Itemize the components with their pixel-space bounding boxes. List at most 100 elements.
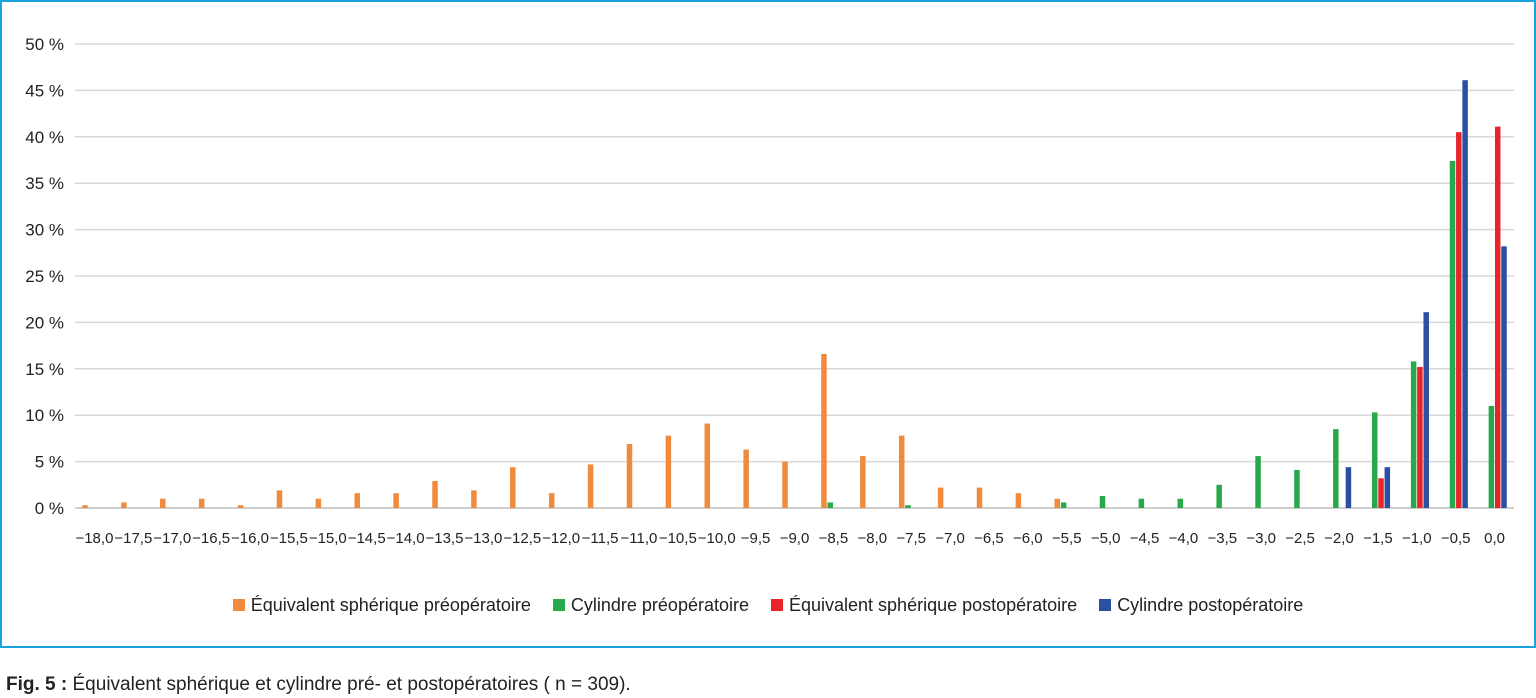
x-tick-label: −3,5 [1207,530,1237,547]
bar [937,487,944,508]
bar [898,435,905,508]
legend-label: Cylindre postopératoire [1117,594,1304,615]
x-tick-label: −8,5 [819,530,849,547]
x-tick-label: −5,0 [1091,530,1121,547]
caption-text: Équivalent sphérique et cylindre pré- et… [67,674,631,695]
caption-label: Fig. 5 : [6,674,68,695]
x-tick-label: −5,5 [1052,530,1082,547]
bar [587,464,594,508]
x-tick-label: −11,5 [582,530,619,547]
y-tick-label: 30 % [25,221,64,240]
bar [276,490,283,508]
bar [626,443,633,508]
x-tick-label: −1,0 [1402,530,1432,547]
legend-label: Équivalent sphérique postopératoire [788,594,1078,615]
y-tick-label: 10 % [25,406,64,425]
x-tick-label: −16,5 [192,530,230,547]
legend-label: Équivalent sphérique préopératoire [250,594,531,615]
bar [976,487,983,508]
x-tick-label: −10,0 [698,530,736,547]
bar [160,498,166,508]
bar [1060,502,1067,508]
bar [905,505,911,508]
bar [471,490,477,508]
x-tick-label: −17,0 [153,530,191,547]
x-tick-label: −0,5 [1441,530,1471,547]
bar [1449,160,1456,509]
bar [1488,405,1495,508]
bar [1423,312,1429,508]
bar-chart: 0 % 5 % 10 % 15 % 20 % 25 % 30 % 35 % 40 % 45 % 50… [25,35,1514,547]
bar [1294,469,1300,508]
bar [1501,246,1507,508]
bar [1417,366,1423,508]
x-tick-label: −6,0 [1013,530,1043,547]
bar [743,449,749,508]
y-tick-label: 50 % [25,35,64,54]
chart-frame: 0 % 5 % 10 % 15 % 20 % 25 % 30 % 35 % 40 % 45 % 50… [0,0,1536,648]
x-tick-label: −12,0 [542,530,580,547]
x-tick-label: −16,0 [231,530,269,547]
legend-label: Cylindre préopératoire [570,594,749,615]
x-tick-label: −4,5 [1130,530,1160,547]
x-tick-label: −3,0 [1246,530,1276,547]
x-tick-label: −4,0 [1169,530,1199,547]
x-tick-label: −9,0 [780,530,810,547]
x-tick-label: −2,5 [1285,530,1315,547]
bar [1255,456,1261,508]
x-tick-label: −9,5 [741,530,771,547]
bar [432,481,438,508]
legend-item: Cylindre préopératoire [552,594,749,616]
x-tick-label: −12,5 [503,530,541,547]
bar [821,353,827,508]
figure-caption: Fig. 5 : Équivalent sphérique et cylindr… [6,674,631,696]
x-tick-label: −7,0 [935,530,965,547]
x-tick-label: −17,5 [114,530,152,547]
y-tick-label: 45 % [25,81,64,100]
bar [1054,498,1061,508]
bar [1410,361,1417,508]
bar [393,493,399,508]
x-tick-label: −2,0 [1324,530,1354,547]
bar [1371,412,1378,508]
legend-swatch [1099,599,1112,611]
bar [548,493,555,508]
x-tick-label: −14,0 [387,530,425,547]
y-tick-label: 25 % [25,267,64,286]
bar [1345,467,1352,508]
bar [1384,467,1391,508]
x-tick-label: −18,0 [75,530,113,547]
bar [704,423,711,508]
x-tick-label: 0,0 [1484,530,1505,547]
x-tick-label: −1,5 [1363,530,1393,547]
bar [1138,498,1145,508]
x-tick-label: −15,0 [309,530,347,547]
x-tick-label: −6,5 [974,530,1004,547]
legend-item: Équivalent sphérique préopératoire [232,594,531,616]
bar [782,461,788,508]
x-tick-label: −7,5 [896,530,926,547]
bar [1216,484,1222,508]
bar [1099,495,1106,508]
y-tick-label: 0 % [35,499,64,518]
bar [1462,80,1468,508]
x-tick-label: −14,5 [348,530,386,547]
bar [1456,132,1462,508]
y-tick-label: 40 % [25,128,64,147]
legend: Équivalent sphérique préopératoire Cylind… [0,592,1536,618]
legend-swatch [552,599,565,611]
bar [510,467,516,508]
bar [860,456,866,508]
x-tick-label: −13,5 [425,530,463,547]
x-tick-label: −13,0 [464,530,502,547]
bar [315,498,322,508]
bar [354,493,360,508]
bar [827,502,833,508]
bar [1494,126,1501,508]
bar [82,505,88,508]
bar [1378,478,1384,508]
bar [665,435,672,508]
bar [237,505,244,508]
legend-swatch [232,599,245,611]
legend-swatch [770,599,783,611]
